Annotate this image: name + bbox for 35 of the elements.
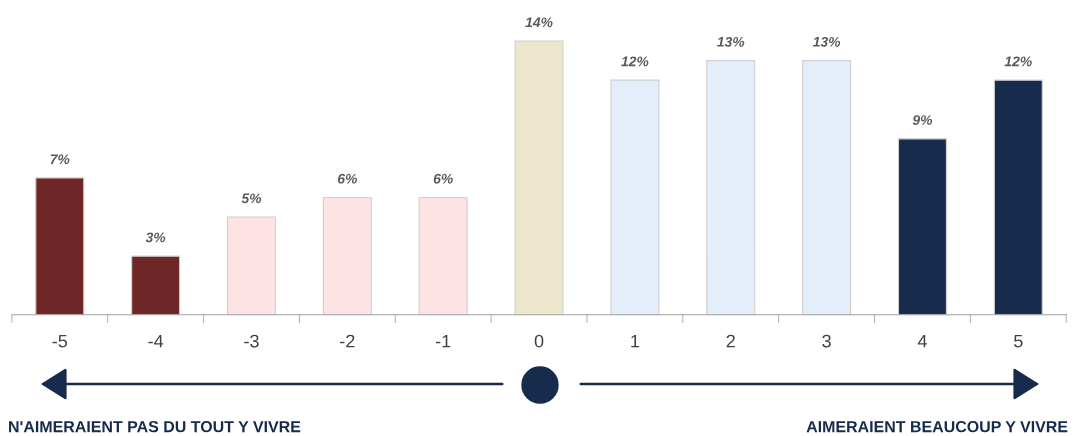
bar: [418, 196, 468, 315]
data-label: 14%: [525, 17, 553, 28]
x-tick-label: 4: [917, 334, 927, 348]
bar: [706, 60, 756, 315]
x-tick-label: 5: [1014, 334, 1023, 348]
bar: [897, 138, 947, 315]
data-label: 3%: [145, 232, 166, 243]
bar: [514, 40, 564, 315]
bar: [610, 79, 660, 315]
x-tick-label: -2: [340, 334, 355, 348]
data-label: 13%: [717, 36, 745, 47]
text: N'AIMERAIENT PAS DU TOUT Y VIVRE: [9, 420, 301, 433]
bar: [802, 60, 852, 315]
data-label: 13%: [812, 36, 841, 47]
data-label: 5%: [241, 193, 262, 204]
bar: [131, 255, 181, 315]
data-label: 6%: [337, 173, 357, 184]
x-tick-label: -3: [244, 334, 259, 348]
bar: [322, 196, 372, 315]
data-label: 12%: [1004, 56, 1032, 67]
x-tick-label: -1: [435, 334, 451, 348]
data-label: 6%: [433, 173, 453, 184]
x-tick-label: 3: [822, 334, 831, 348]
x-tick-label: 0: [534, 334, 544, 348]
x-tick-label: -5: [52, 334, 68, 348]
x-tick-label: -4: [148, 334, 164, 348]
bar: [226, 216, 276, 315]
x-tick-label: 1: [631, 334, 640, 348]
bar: [35, 177, 85, 315]
data-label: 7%: [50, 154, 70, 165]
text: AIMERAIENT BEAUCOUP Y VIVRE: [806, 420, 1068, 433]
data-label: 12%: [621, 56, 649, 67]
bar: [993, 79, 1043, 315]
data-label: 9%: [912, 115, 933, 125]
x-tick-label: 2: [726, 334, 735, 348]
